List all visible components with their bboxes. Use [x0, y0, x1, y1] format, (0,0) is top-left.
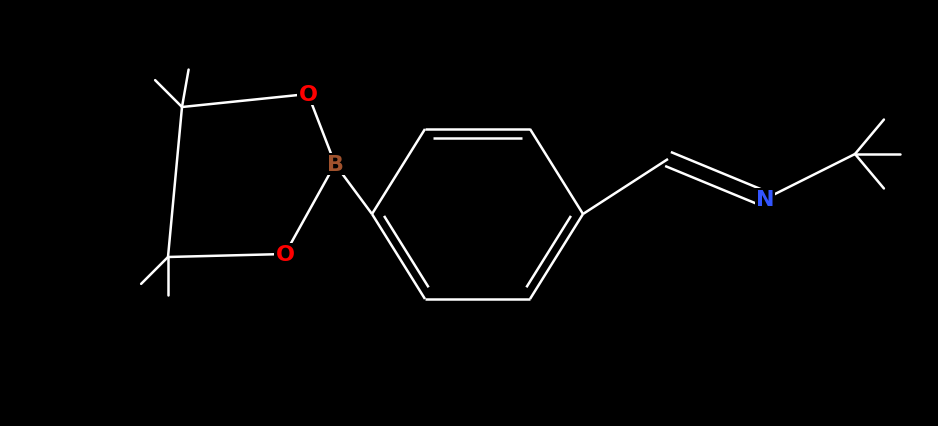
- Text: O: O: [298, 85, 317, 105]
- Text: N: N: [756, 190, 774, 210]
- Text: B: B: [326, 155, 343, 175]
- Text: O: O: [276, 245, 295, 265]
